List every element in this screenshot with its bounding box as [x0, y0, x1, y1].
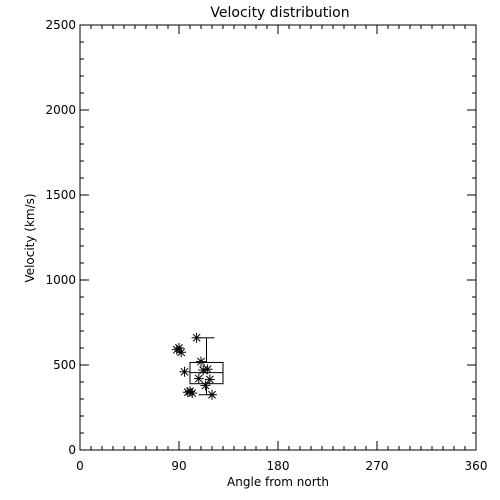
data-point — [176, 347, 187, 358]
x-tick-label: 90 — [171, 459, 186, 473]
data-point — [204, 374, 215, 385]
x-axis-label: Angle from north — [227, 475, 329, 489]
y-tick-label: 2500 — [45, 18, 76, 32]
tick-marks — [79, 24, 477, 451]
y-tick-label: 1500 — [45, 188, 76, 202]
data-point — [202, 364, 213, 375]
data-point — [200, 380, 211, 391]
chart-title: Velocity distribution — [210, 5, 349, 21]
y-tick-label: 500 — [53, 358, 76, 372]
data-point — [187, 388, 198, 399]
tick-labels: 0 90 180 270 360 0 500 1000 1500 2000 2500 — [45, 18, 487, 473]
data-point — [207, 389, 217, 400]
y-tick-label: 1000 — [45, 273, 76, 287]
y-tick-label: 2000 — [45, 103, 76, 117]
x-tick-label: 270 — [366, 459, 389, 473]
axes — [79, 24, 477, 451]
plot-frame — [79, 24, 477, 451]
data-point — [191, 332, 202, 343]
data-points — [171, 332, 217, 400]
x-tick-label: 180 — [267, 459, 290, 473]
data-point — [179, 366, 190, 377]
data-point — [193, 373, 204, 384]
y-axis-label: Velocity (km/s) — [23, 193, 37, 282]
y-tick-label: 0 — [68, 443, 76, 457]
x-tick-label: 0 — [76, 459, 84, 473]
x-tick-label: 360 — [465, 459, 488, 473]
data-point — [196, 356, 206, 367]
